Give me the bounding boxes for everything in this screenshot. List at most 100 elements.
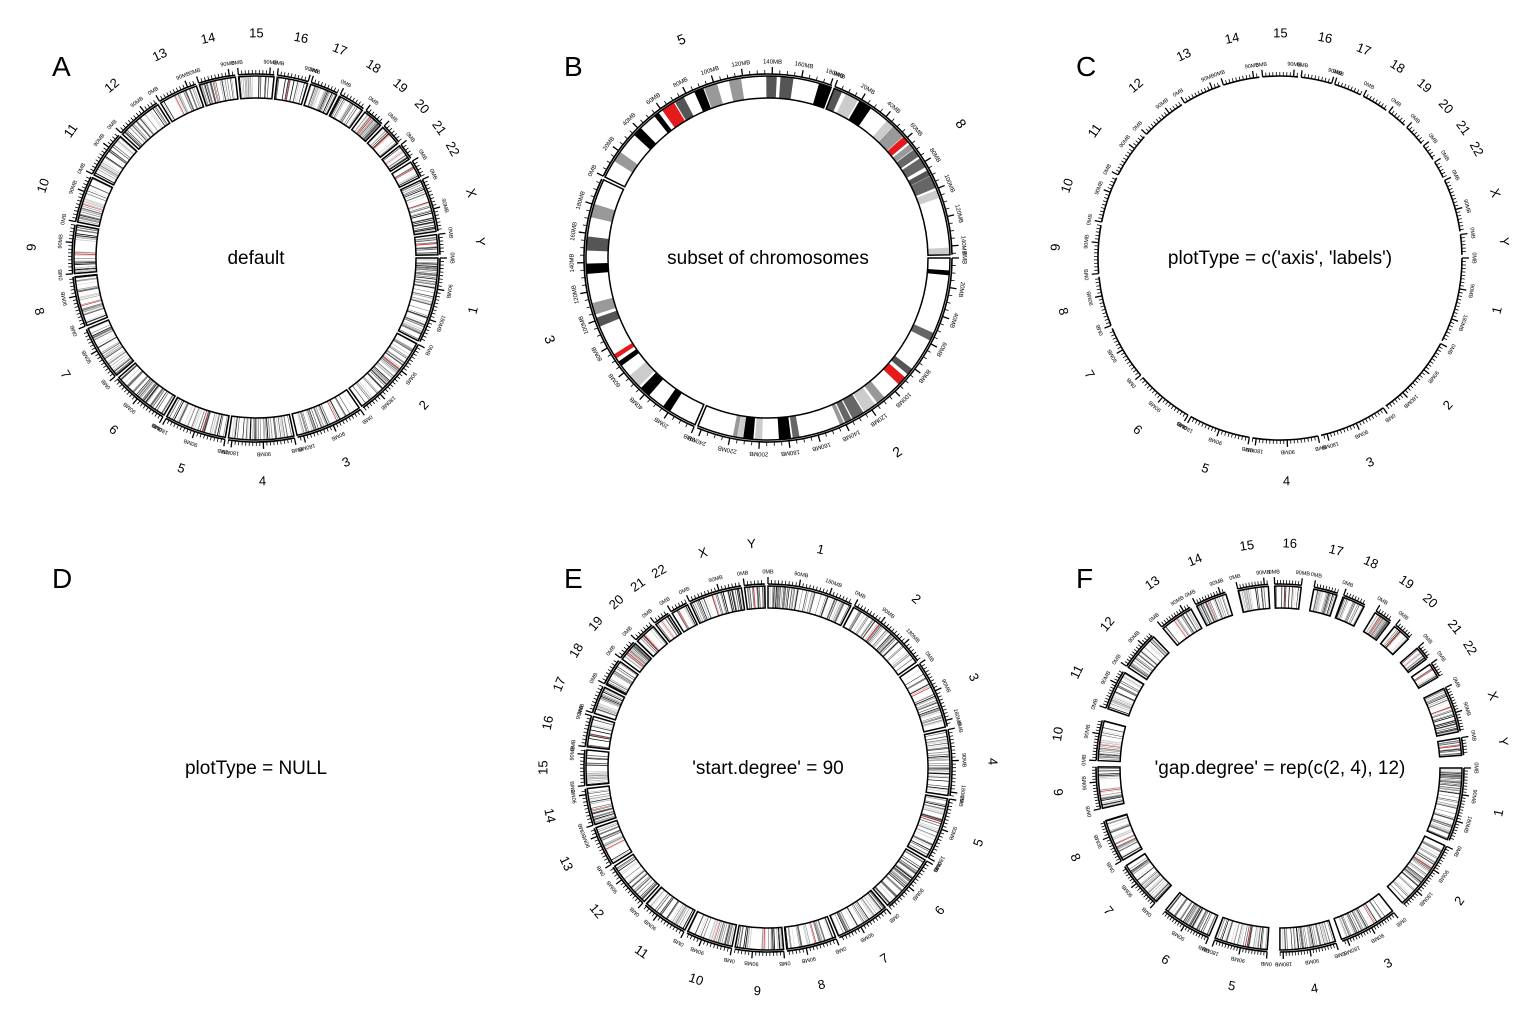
chromosome-label: 18: [1388, 56, 1408, 76]
minor-tick: [869, 610, 873, 615]
major-tick: [924, 157, 932, 163]
axis-tick-label: 90MB: [403, 370, 417, 385]
minor-tick: [888, 626, 892, 630]
minor-tick: [1201, 422, 1204, 427]
cytoband: [1189, 907, 1202, 927]
cytoband: [203, 411, 211, 433]
minor-tick: [802, 583, 804, 588]
minor-tick: [304, 76, 307, 81]
axis-tick-label: 0MB: [834, 945, 847, 955]
cytoband: [720, 592, 728, 614]
minor-tick: [832, 939, 835, 945]
cytoband: [1109, 824, 1131, 834]
cytoband: [875, 886, 891, 904]
cytoband: [1284, 586, 1286, 609]
minor-tick: [1448, 187, 1453, 191]
minor-tick: [76, 312, 81, 315]
minor-tick: [86, 176, 91, 180]
cytoband: [601, 694, 622, 704]
cytoband: [1355, 908, 1367, 929]
minor-tick: [1414, 379, 1419, 384]
cytoband: [1152, 882, 1169, 899]
cytoband: [836, 93, 859, 119]
cytoband: [402, 320, 424, 331]
cytoband: [591, 807, 614, 814]
axis-tick-label: 0MB: [1383, 412, 1396, 424]
cytoband: [1326, 593, 1334, 616]
minor-tick: [414, 161, 418, 165]
minor-tick: [84, 179, 89, 183]
cytoband: [1321, 922, 1329, 944]
axis-line: [686, 932, 732, 950]
minor-tick: [1343, 428, 1346, 433]
major-tick: [1292, 69, 1295, 77]
minor-tick: [1099, 210, 1105, 213]
cytoband: [272, 417, 277, 439]
minor-tick: [69, 231, 74, 233]
minor-tick: [1319, 584, 1322, 589]
cytoband: [415, 272, 438, 276]
axis-tick-label: 0MB: [446, 227, 453, 239]
cytoband: [586, 782, 609, 785]
cytoband: [1412, 857, 1431, 871]
minor-tick: [810, 436, 813, 441]
cytoband: [779, 76, 794, 100]
minor-tick: [841, 85, 844, 90]
cytoband: [1436, 727, 1458, 734]
major-tick: [685, 594, 691, 602]
cytoband: [408, 304, 431, 312]
axis-tick-label: 90MB: [1148, 399, 1163, 413]
cytoband: [334, 99, 346, 119]
cytoband: [1347, 912, 1358, 933]
cytoband: [826, 598, 835, 620]
minor-tick: [1431, 358, 1436, 361]
cytoband: [1439, 780, 1462, 784]
cytoband: [372, 133, 390, 150]
minor-tick: [630, 383, 635, 387]
axis-tick-label: 0MB: [1184, 589, 1197, 600]
cytoband: [402, 183, 423, 194]
cytoband: [713, 920, 721, 942]
minor-tick: [1114, 678, 1119, 682]
axis-tick-label: 180MB: [221, 448, 239, 456]
cytoband: [92, 328, 113, 340]
cytoband: [1397, 875, 1415, 892]
axis-tick-label: 0MB: [60, 213, 68, 226]
cytoband: [927, 747, 949, 752]
cytoband: [703, 597, 712, 619]
minor-tick: [1227, 944, 1230, 949]
minor-tick: [1452, 315, 1457, 318]
cytoband: [178, 93, 188, 114]
cytoband: [842, 394, 864, 420]
cytoband: [912, 836, 933, 847]
cytoband: [1406, 656, 1425, 671]
cytoband: [705, 596, 714, 618]
cytoband: [1404, 868, 1422, 883]
axis-tick-label: 0MB: [923, 651, 935, 664]
chromosome-label: 8: [1067, 851, 1084, 864]
minor-tick: [860, 605, 863, 610]
cytoband: [1180, 615, 1194, 635]
cytoband: [320, 404, 330, 425]
cytoband: [413, 288, 435, 293]
major-tick: [1300, 70, 1303, 78]
cytoband: [724, 923, 731, 945]
cytoband: [809, 592, 816, 614]
cytoband: [81, 207, 103, 214]
cytoband: [1214, 598, 1223, 619]
minor-tick: [941, 705, 946, 708]
cytoband: [218, 414, 224, 437]
minor-tick: [613, 660, 618, 664]
cytoband: [245, 76, 248, 99]
minor-tick: [1238, 76, 1241, 81]
minor-tick: [1452, 702, 1457, 705]
cytoband: [1114, 691, 1135, 701]
axis-tick-label: 0MB: [231, 60, 243, 67]
cytoband: [926, 744, 949, 748]
minor-tick: [625, 887, 629, 891]
cytoband: [221, 79, 226, 101]
cytoband: [671, 903, 684, 923]
cytoband: [589, 733, 611, 739]
cytoband: [354, 114, 369, 132]
